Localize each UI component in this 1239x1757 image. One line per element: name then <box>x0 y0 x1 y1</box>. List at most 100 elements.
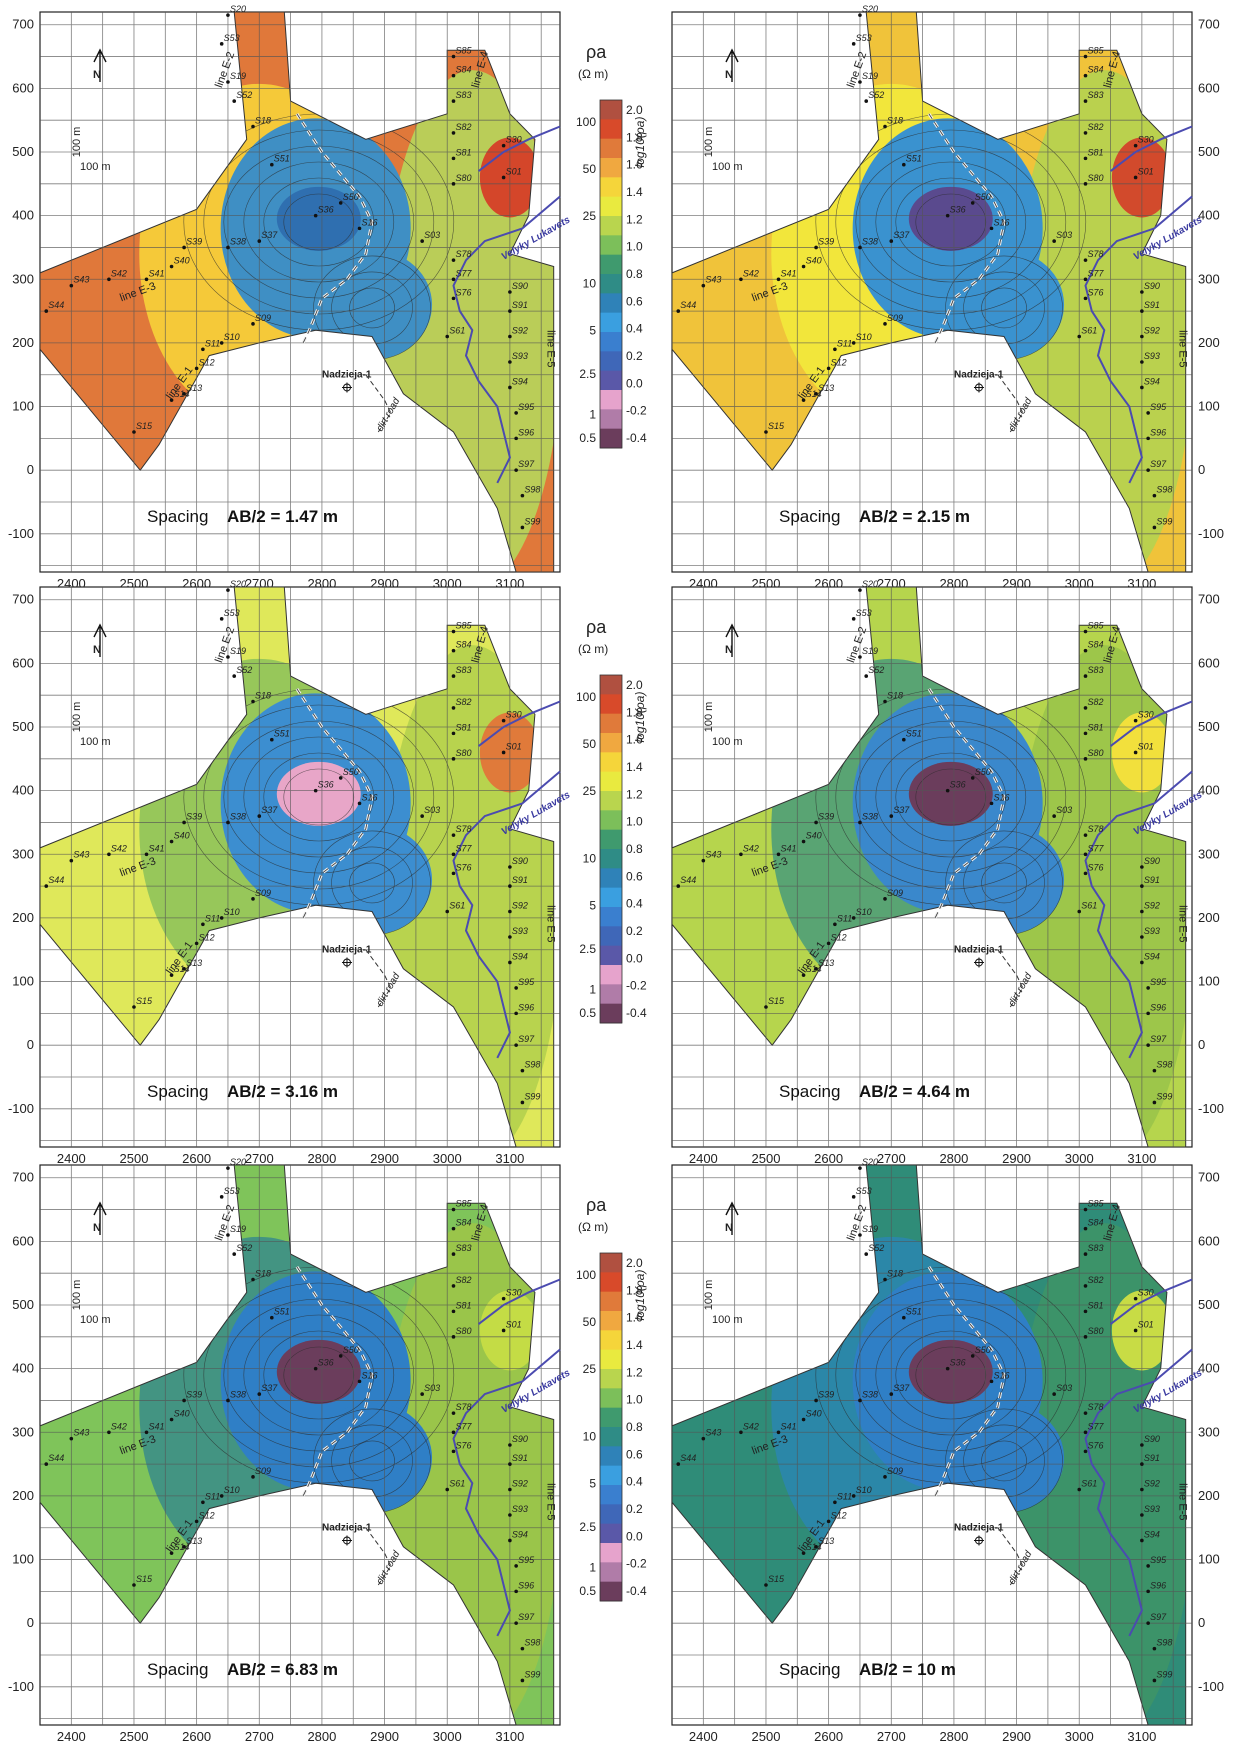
station-dot <box>883 1475 887 1479</box>
station-label: S76 <box>455 862 471 872</box>
scale-vertical-label: 100 m <box>703 702 715 733</box>
y-tick-label: 700 <box>1198 17 1220 32</box>
x-tick-label: 2900 <box>1002 1151 1031 1166</box>
legend-swatch <box>600 409 622 430</box>
station-label: S76 <box>455 1440 471 1450</box>
station-dot <box>826 366 831 371</box>
station-dot <box>194 366 199 371</box>
station-label: S19 <box>230 1224 246 1234</box>
station-dot <box>44 1462 49 1466</box>
station-label: S78 <box>1087 824 1103 834</box>
station-label: S85 <box>455 621 472 631</box>
station-label: S51 <box>274 729 290 739</box>
station-label: S78 <box>455 824 471 834</box>
legend-swatch <box>600 196 622 217</box>
station-label: S91 <box>1144 300 1160 310</box>
station-label: S03 <box>1056 230 1072 240</box>
station-dot <box>508 1513 512 1517</box>
station-label: S96 <box>1150 427 1166 437</box>
station-label: S14 <box>174 389 190 399</box>
legend-log-tick: 0.6 <box>626 294 643 308</box>
station-label: S16 <box>994 217 1010 227</box>
x-tick-label: 2700 <box>245 1151 274 1166</box>
station-dot <box>1140 865 1144 869</box>
station-label: S19 <box>230 71 246 81</box>
station-dot <box>226 80 230 84</box>
river-branch <box>1109 1278 1193 1325</box>
river <box>1084 770 1193 1059</box>
station-dot <box>1140 960 1144 965</box>
station-dot <box>776 852 781 857</box>
station-label: S18 <box>887 116 903 126</box>
station-label: S01 <box>1138 741 1154 751</box>
station-label: S50 <box>343 1345 359 1355</box>
legend-log-tick: 1.6 <box>626 1311 643 1325</box>
station-dot <box>226 820 230 825</box>
survey-line-label: line E-5 <box>1176 905 1188 942</box>
station-label: S98 <box>1156 1638 1172 1648</box>
station-label: S37 <box>261 805 278 815</box>
station-dot <box>451 674 456 678</box>
station-dot <box>1146 1589 1150 1594</box>
legend-log-tick: 1.4 <box>626 1338 643 1352</box>
station-label: S82 <box>455 122 471 132</box>
well-label: Nadzieja-1 <box>322 944 372 955</box>
x-tick-label: 2500 <box>120 1151 149 1166</box>
dirt-road <box>997 1527 1024 1586</box>
station-dot <box>801 1551 806 1555</box>
station-label: S93 <box>512 926 528 936</box>
station-label: S36 <box>950 780 966 790</box>
station-label: S78 <box>1087 249 1103 259</box>
legend-log-tick: 0.4 <box>626 1475 643 1489</box>
station-label: S30 <box>506 710 522 720</box>
station-label: S12 <box>199 1510 215 1520</box>
station-label: S10 <box>856 1485 872 1495</box>
station-label: S52 <box>236 90 252 100</box>
legend-log-label: log10(ρa) <box>633 692 647 743</box>
station-dot <box>520 493 525 498</box>
station-label: S98 <box>1156 1060 1172 1070</box>
station-dot <box>764 1005 768 1009</box>
station-dot <box>1083 1207 1088 1212</box>
legend-rho-tick: 50 <box>583 1315 597 1329</box>
station-dot <box>1083 156 1088 161</box>
x-tick-label: 3000 <box>433 1151 462 1166</box>
y-tick-label: -100 <box>1198 1101 1224 1116</box>
station-label: S96 <box>518 1580 534 1590</box>
station-dot <box>270 162 274 167</box>
station-label: S85 <box>1087 46 1104 56</box>
well-label: Nadzieja-1 <box>322 369 372 380</box>
x-tick-label: 2500 <box>752 1729 781 1744</box>
station-dot <box>945 1366 950 1371</box>
river <box>452 195 561 484</box>
station-dot <box>1083 757 1088 761</box>
y-tick-label: 300 <box>12 271 34 286</box>
legend-log-tick: 0.4 <box>626 897 643 911</box>
well-label: Nadzieja-1 <box>954 944 1004 955</box>
station-label: S90 <box>512 856 528 866</box>
station-dot <box>169 973 174 977</box>
station-dot <box>451 648 456 653</box>
y-tick-label: -100 <box>8 1679 34 1694</box>
station-label: S38 <box>230 1389 246 1399</box>
station-label: S11 <box>205 1491 220 1501</box>
north-arrow-icon: N <box>725 1201 739 1235</box>
station-dot <box>1083 296 1088 301</box>
map-panel: S20 S53 S19 S52 S18 S51 S85 S84 S83 S82 S81 S80 S30 S… <box>8 579 573 1166</box>
station-dot <box>833 347 837 352</box>
station-dot <box>219 42 224 46</box>
station-dot <box>858 1233 862 1237</box>
legend-rho-tick: 25 <box>583 784 597 798</box>
station-dot <box>1146 1043 1150 1047</box>
legend-unit: (Ω m) <box>578 67 608 81</box>
x-tick-label: 2500 <box>752 1151 781 1166</box>
station-dot <box>1133 1328 1138 1333</box>
north-arrow-icon: N <box>725 48 739 82</box>
river-branch <box>477 125 561 172</box>
dirt-road <box>365 374 392 433</box>
station-dot <box>451 1335 456 1339</box>
scale-horizontal-label: 100 m <box>712 1314 743 1326</box>
station-dot <box>169 839 174 844</box>
station-label: S81 <box>455 1300 471 1310</box>
station-label: S77 <box>1087 268 1104 278</box>
